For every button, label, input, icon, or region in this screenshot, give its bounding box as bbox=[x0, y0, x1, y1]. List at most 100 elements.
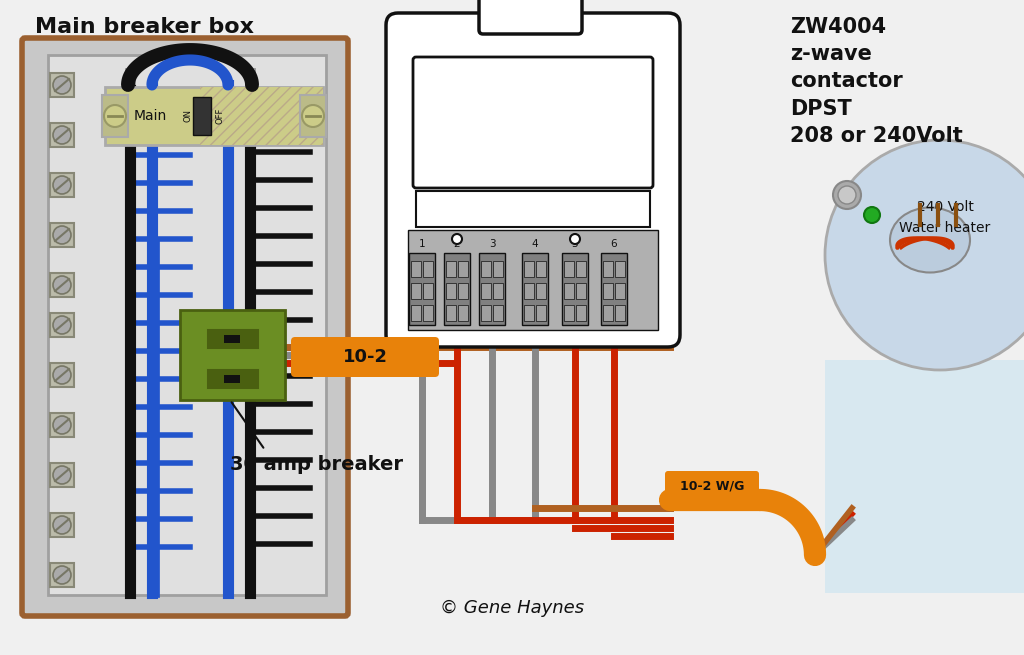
Bar bbox=[50, 563, 74, 587]
Bar bbox=[50, 513, 74, 537]
Bar bbox=[208, 370, 258, 388]
FancyBboxPatch shape bbox=[22, 38, 348, 616]
Bar bbox=[102, 95, 128, 137]
Bar bbox=[408, 230, 658, 330]
Circle shape bbox=[53, 226, 71, 244]
Text: 240 Volt
Water heater: 240 Volt Water heater bbox=[899, 200, 990, 234]
Bar bbox=[224, 335, 240, 343]
Bar bbox=[575, 261, 586, 277]
Bar bbox=[603, 305, 613, 321]
Circle shape bbox=[53, 316, 71, 334]
Bar bbox=[105, 87, 323, 145]
Bar bbox=[479, 253, 505, 325]
Bar bbox=[615, 283, 625, 299]
Bar bbox=[411, 305, 421, 321]
Text: 10-2 W/G: 10-2 W/G bbox=[680, 479, 744, 493]
Bar bbox=[48, 55, 326, 595]
Bar bbox=[446, 283, 456, 299]
Text: 30 amp breaker: 30 amp breaker bbox=[230, 455, 403, 474]
Bar bbox=[423, 283, 433, 299]
Circle shape bbox=[53, 76, 71, 94]
Circle shape bbox=[53, 416, 71, 434]
Bar bbox=[536, 305, 546, 321]
Text: OFF: OFF bbox=[215, 108, 224, 124]
Bar bbox=[50, 273, 74, 297]
Bar bbox=[615, 305, 625, 321]
Text: © Gene Haynes: © Gene Haynes bbox=[440, 599, 584, 617]
FancyBboxPatch shape bbox=[665, 471, 759, 501]
Bar bbox=[180, 310, 285, 400]
Bar bbox=[50, 173, 74, 197]
Bar bbox=[564, 261, 574, 277]
FancyBboxPatch shape bbox=[291, 337, 439, 377]
Circle shape bbox=[452, 234, 462, 244]
Bar bbox=[564, 305, 574, 321]
Text: 10-2: 10-2 bbox=[342, 348, 387, 366]
Bar bbox=[411, 283, 421, 299]
Bar bbox=[409, 253, 435, 325]
Bar bbox=[50, 463, 74, 487]
Bar bbox=[125, 68, 135, 593]
Bar bbox=[825, 360, 1024, 593]
Bar bbox=[458, 261, 468, 277]
Bar bbox=[458, 283, 468, 299]
Bar bbox=[458, 305, 468, 321]
Circle shape bbox=[825, 140, 1024, 370]
Bar bbox=[50, 73, 74, 97]
Bar bbox=[423, 305, 433, 321]
Bar bbox=[423, 261, 433, 277]
Bar bbox=[300, 95, 326, 137]
Bar bbox=[524, 283, 534, 299]
Bar bbox=[446, 261, 456, 277]
Bar bbox=[50, 363, 74, 387]
Bar bbox=[575, 305, 586, 321]
Bar bbox=[411, 261, 421, 277]
Circle shape bbox=[864, 207, 880, 223]
Bar bbox=[208, 330, 258, 348]
Bar bbox=[245, 68, 255, 593]
Bar bbox=[575, 283, 586, 299]
Bar bbox=[200, 87, 323, 145]
Circle shape bbox=[53, 566, 71, 584]
Ellipse shape bbox=[890, 208, 970, 272]
Bar bbox=[493, 261, 503, 277]
Text: Main: Main bbox=[133, 109, 167, 123]
Text: 6: 6 bbox=[610, 239, 617, 249]
Text: 1: 1 bbox=[419, 239, 425, 249]
FancyBboxPatch shape bbox=[413, 57, 653, 188]
Circle shape bbox=[838, 186, 856, 204]
FancyBboxPatch shape bbox=[386, 13, 680, 347]
Bar bbox=[603, 283, 613, 299]
Bar bbox=[522, 253, 548, 325]
Circle shape bbox=[833, 181, 861, 209]
Bar bbox=[564, 283, 574, 299]
Bar bbox=[615, 261, 625, 277]
Bar bbox=[536, 283, 546, 299]
Text: ZW4004
z-wave
contactor
DPST
208 or 240Volt: ZW4004 z-wave contactor DPST 208 or 240V… bbox=[790, 17, 963, 146]
Circle shape bbox=[53, 516, 71, 534]
Bar bbox=[481, 305, 490, 321]
Circle shape bbox=[53, 366, 71, 384]
Text: 2: 2 bbox=[454, 239, 461, 249]
Text: 3: 3 bbox=[488, 239, 496, 249]
Bar bbox=[481, 283, 490, 299]
Text: 5: 5 bbox=[571, 239, 579, 249]
Bar bbox=[224, 375, 240, 383]
Bar bbox=[50, 223, 74, 247]
Text: 4: 4 bbox=[531, 239, 539, 249]
Bar bbox=[562, 253, 588, 325]
Circle shape bbox=[53, 126, 71, 144]
Text: ON: ON bbox=[183, 109, 193, 122]
Bar bbox=[446, 305, 456, 321]
Bar bbox=[493, 305, 503, 321]
Circle shape bbox=[570, 234, 580, 244]
Bar bbox=[524, 261, 534, 277]
Bar bbox=[193, 97, 211, 135]
Circle shape bbox=[53, 176, 71, 194]
Bar bbox=[481, 261, 490, 277]
Bar bbox=[416, 191, 650, 227]
Text: Main breaker box: Main breaker box bbox=[35, 17, 254, 37]
Circle shape bbox=[302, 105, 324, 127]
Bar bbox=[601, 253, 627, 325]
Bar bbox=[524, 305, 534, 321]
